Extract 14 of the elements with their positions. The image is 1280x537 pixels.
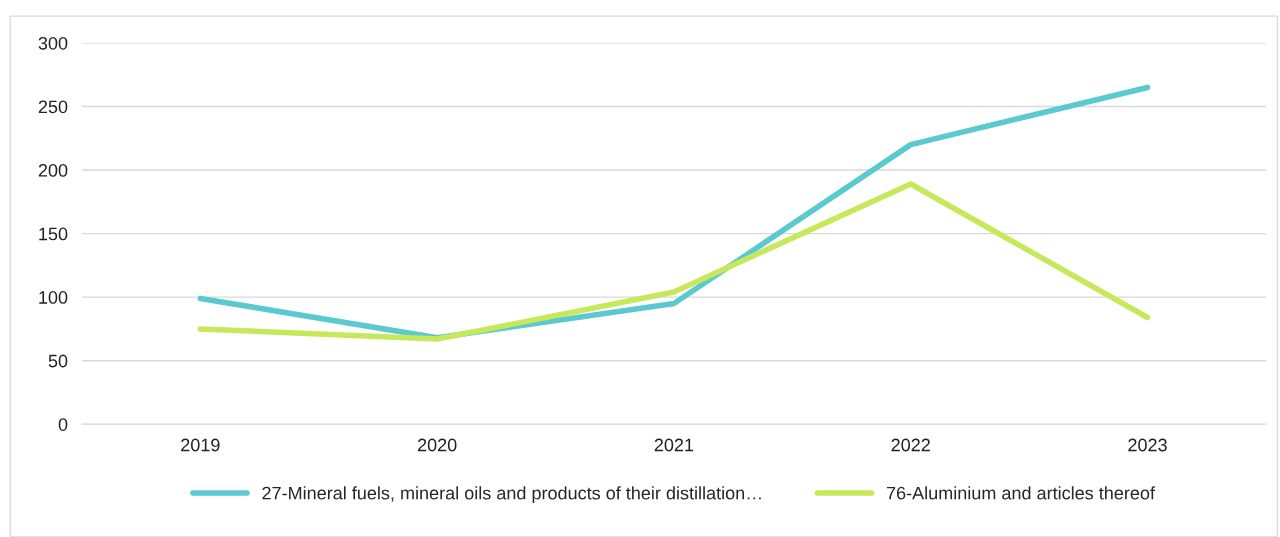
x-tick-label: 2023 — [1128, 438, 1167, 452]
y-tick-label: 150 — [39, 227, 68, 241]
y-tick-label: 0 — [58, 418, 68, 431]
x-tick-label: 2020 — [417, 438, 457, 452]
y-tick-label: 200 — [38, 163, 68, 177]
x-tick-label: 2021 — [654, 438, 694, 452]
legend-label: 27-Mineral fuels, mineral oils and products of their distillation… — [262, 486, 761, 504]
y-tick-label: 250 — [38, 100, 68, 114]
y-tick-label: 300 — [38, 36, 68, 50]
y-tick-label: 50 — [48, 354, 68, 368]
x-tick-label: 2019 — [181, 438, 220, 452]
legend-label: 76-Aluminium and articles thereof — [886, 486, 1155, 500]
x-tick-label: 2022 — [891, 438, 930, 452]
y-tick-label: 100 — [39, 291, 68, 304]
